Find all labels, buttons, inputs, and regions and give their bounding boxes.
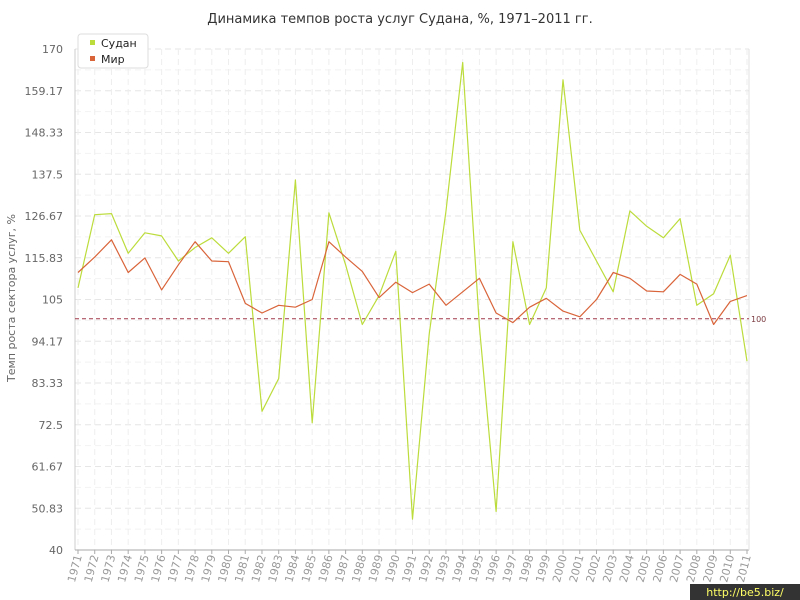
- y-tick-label: 137.5: [32, 168, 64, 181]
- legend-label-sudan: Судан: [101, 37, 137, 50]
- y-axis-label: Темп роста сектора услуг, %: [5, 214, 18, 383]
- watermark: http://be5.biz/: [690, 584, 800, 600]
- y-tick-labels: 40 50.83 61.67 72.5 83.33 94.17 105 115.83 126.6…: [25, 43, 64, 557]
- y-tick-label: 148.33: [25, 127, 64, 140]
- chart-title: Динамика темпов роста услуг Судана, %, 1…: [207, 12, 592, 27]
- reference-line-label: 100: [751, 315, 766, 324]
- y-tick-label: 72.5: [39, 419, 64, 432]
- reference-line-group: 100: [75, 315, 766, 324]
- x-tick-labels: 1971197219731974197519761977197819791980…: [65, 550, 754, 584]
- x-tick-label: 2011: [734, 553, 754, 583]
- series-line-world: [77, 239, 748, 326]
- y-tick-label: 50.83: [32, 502, 64, 515]
- legend: Судан Мир: [77, 33, 149, 69]
- watermark-text: http://be5.biz/: [706, 586, 784, 599]
- series-group: [77, 61, 748, 520]
- legend-box: [77, 33, 149, 69]
- legend-label-world: Мир: [101, 53, 125, 66]
- y-tick-label: 126.67: [25, 210, 64, 223]
- y-tick-label: 94.17: [32, 335, 64, 348]
- legend-swatch-world: [90, 56, 95, 61]
- series-line-sudan: [77, 61, 748, 520]
- y-tick-label: 159.17: [25, 85, 64, 98]
- y-tick-label: 105: [42, 294, 63, 307]
- y-tick-label: 83.33: [32, 377, 64, 390]
- y-tick-label: 170: [42, 43, 63, 56]
- legend-swatch-sudan: [90, 40, 95, 45]
- grid: [75, 48, 749, 551]
- y-tick-label: 61.67: [32, 461, 64, 474]
- y-tick-label: 40: [49, 544, 63, 557]
- watermark-background: [690, 584, 800, 600]
- y-tick-label: 115.83: [25, 252, 64, 265]
